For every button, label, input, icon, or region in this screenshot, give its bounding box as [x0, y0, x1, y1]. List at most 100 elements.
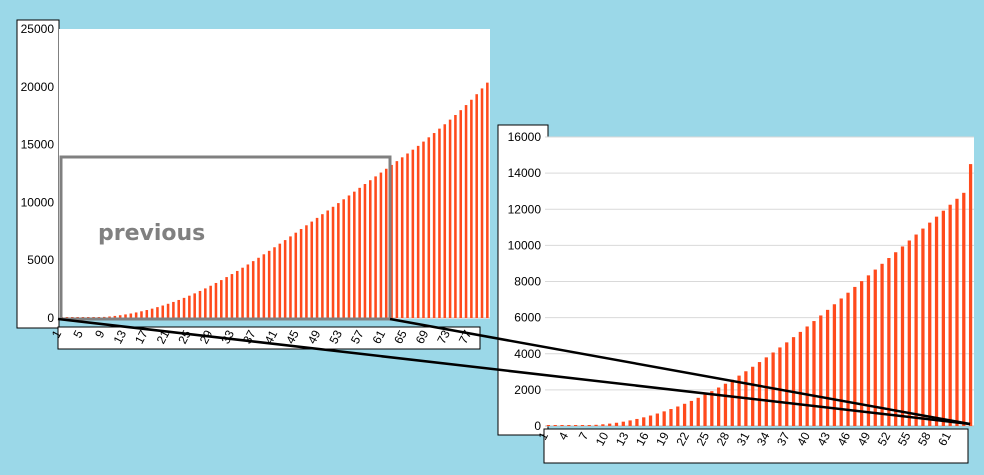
bar	[928, 222, 932, 426]
x-tick-label: 45	[283, 328, 302, 347]
bar	[251, 261, 255, 318]
bar	[812, 321, 816, 426]
y-tick-label: 0	[47, 311, 54, 325]
y-tick-label: 16000	[508, 130, 542, 144]
previous-label: previous	[98, 221, 205, 246]
bar	[118, 315, 122, 318]
bar	[427, 137, 431, 318]
bar	[102, 316, 106, 318]
x-tick-label: 69	[413, 328, 432, 347]
y-ticks-zoomed: 0 2000 4000 6000 8000 10000 12000 14000 16000	[508, 130, 542, 433]
bar	[108, 316, 111, 318]
bar	[241, 267, 244, 318]
bar	[703, 394, 707, 426]
bar	[567, 425, 571, 426]
bar	[853, 286, 857, 426]
bar	[188, 295, 191, 318]
bar	[587, 425, 591, 426]
bar	[411, 149, 415, 318]
bar	[601, 424, 605, 426]
x-axis-box-main	[57, 326, 481, 350]
bar	[642, 417, 646, 426]
connector-line-right	[389, 317, 971, 426]
x-tick-label: 25	[694, 430, 713, 449]
bar	[880, 263, 884, 426]
bar	[839, 298, 843, 426]
bar	[805, 326, 809, 426]
bar	[825, 309, 830, 426]
bar	[374, 176, 377, 318]
bar	[669, 409, 673, 426]
bar	[921, 228, 925, 426]
bar	[193, 293, 196, 318]
bar	[257, 257, 260, 318]
bar	[140, 311, 143, 318]
y-tick-label: 14000	[508, 166, 542, 180]
bar	[819, 315, 823, 426]
bar	[406, 153, 409, 318]
x-tick-label: 22	[673, 430, 692, 449]
bar	[416, 145, 420, 318]
y-axis-box-main	[16, 19, 60, 329]
bar	[778, 347, 782, 426]
bar	[689, 400, 694, 426]
bar	[166, 303, 170, 318]
bar	[305, 225, 308, 318]
bar	[230, 274, 234, 318]
bar	[873, 269, 877, 426]
bar	[737, 375, 741, 426]
bar	[278, 243, 282, 318]
bar	[390, 164, 393, 318]
x-tick-label: 49	[305, 328, 324, 347]
bar	[358, 187, 361, 318]
bar	[480, 88, 484, 319]
bar	[648, 415, 653, 426]
bar	[220, 280, 223, 318]
bar	[723, 383, 728, 426]
bar	[955, 198, 959, 426]
bar	[379, 172, 383, 318]
y-tick-label: 2000	[514, 383, 541, 397]
bar	[866, 275, 871, 426]
bar	[676, 406, 680, 426]
bar	[347, 195, 351, 318]
previous-region-box	[59, 155, 392, 321]
bar	[443, 124, 447, 319]
bar	[459, 110, 463, 318]
bar	[798, 331, 802, 426]
y-tick-label: 10000	[508, 238, 542, 252]
bar	[262, 254, 266, 318]
bar	[129, 313, 133, 318]
bar	[628, 420, 632, 426]
bar	[310, 221, 314, 318]
bar	[124, 314, 127, 318]
bar	[113, 315, 117, 318]
bar	[682, 403, 687, 426]
bar	[475, 94, 478, 319]
x-tick-label: 57	[348, 328, 367, 347]
bar	[894, 252, 898, 426]
bar	[198, 290, 202, 318]
bar	[438, 128, 441, 318]
x-tick-label: 37	[774, 430, 793, 449]
bar	[614, 422, 619, 426]
x-tick-label: 58	[915, 430, 934, 449]
bar	[156, 307, 159, 318]
bar	[422, 141, 425, 318]
bar	[448, 119, 452, 318]
bar	[289, 236, 292, 318]
bar	[887, 258, 891, 426]
bar	[454, 115, 457, 318]
bar	[621, 421, 625, 426]
bar	[273, 247, 276, 318]
x-tick-label: 61	[370, 328, 389, 347]
y-tick-label: 0	[534, 419, 541, 433]
y-tick-label: 8000	[514, 275, 541, 289]
bar	[764, 357, 768, 426]
bar	[696, 397, 700, 426]
bar	[730, 379, 734, 426]
bars-main	[60, 82, 489, 319]
bar	[209, 285, 212, 318]
